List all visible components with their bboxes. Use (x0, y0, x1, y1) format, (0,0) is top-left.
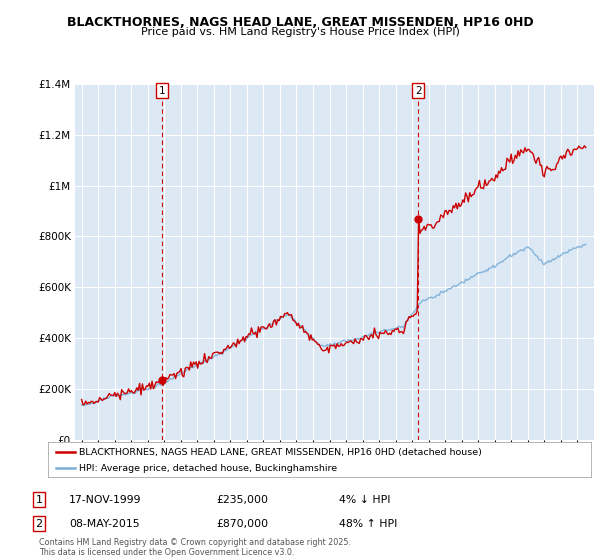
Text: 1: 1 (35, 494, 43, 505)
Text: 2: 2 (415, 86, 421, 96)
Text: £235,000: £235,000 (216, 494, 268, 505)
Text: BLACKTHORNES, NAGS HEAD LANE, GREAT MISSENDEN, HP16 0HD (detached house): BLACKTHORNES, NAGS HEAD LANE, GREAT MISS… (79, 447, 482, 456)
Text: 1: 1 (159, 86, 166, 96)
Text: 4% ↓ HPI: 4% ↓ HPI (339, 494, 391, 505)
Text: HPI: Average price, detached house, Buckinghamshire: HPI: Average price, detached house, Buck… (79, 464, 338, 473)
Text: Contains HM Land Registry data © Crown copyright and database right 2025.
This d: Contains HM Land Registry data © Crown c… (39, 538, 351, 557)
Text: Price paid vs. HM Land Registry's House Price Index (HPI): Price paid vs. HM Land Registry's House … (140, 27, 460, 37)
Text: 48% ↑ HPI: 48% ↑ HPI (339, 519, 397, 529)
Text: BLACKTHORNES, NAGS HEAD LANE, GREAT MISSENDEN, HP16 0HD: BLACKTHORNES, NAGS HEAD LANE, GREAT MISS… (67, 16, 533, 29)
Text: 2: 2 (35, 519, 43, 529)
Text: 17-NOV-1999: 17-NOV-1999 (69, 494, 142, 505)
Text: £870,000: £870,000 (216, 519, 268, 529)
Text: 08-MAY-2015: 08-MAY-2015 (69, 519, 140, 529)
